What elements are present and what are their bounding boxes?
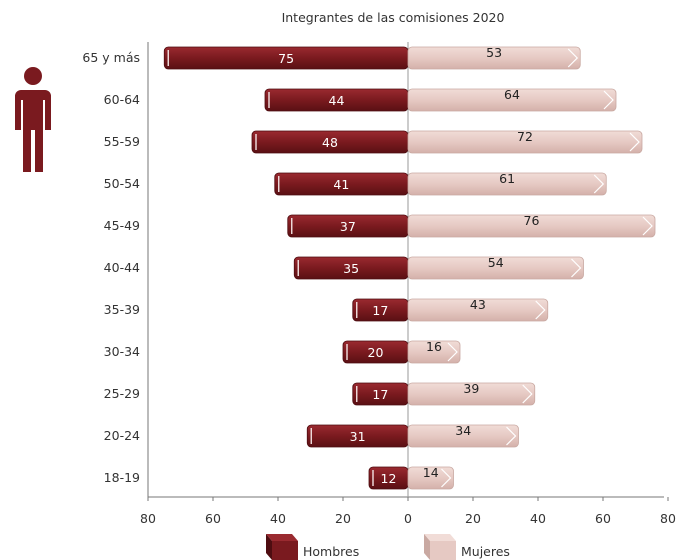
value-label-mujeres: 61 — [499, 171, 515, 186]
bar-mujeres-cap — [506, 426, 517, 446]
bar-mujeres-cap — [642, 216, 653, 236]
bar-mujeres — [407, 130, 643, 154]
value-label-mujeres: 34 — [455, 423, 471, 438]
x-tick-label: 60 — [595, 511, 611, 526]
value-label-mujeres: 14 — [423, 465, 439, 480]
value-label-hombres: 48 — [322, 135, 338, 150]
bar-mujeres — [407, 340, 461, 364]
value-label-mujeres: 43 — [470, 297, 486, 312]
legend-label-hombres: Hombres — [303, 544, 359, 559]
bar-mujeres-cap — [535, 300, 546, 320]
category-label: 65 y más — [82, 50, 140, 65]
bars-group: 75 53 44 64 48 72 41 61 37 76 35 54 17 43 20 16 17 39 31 34… — [163, 45, 656, 490]
bar-mujeres — [407, 172, 607, 196]
value-label-mujeres: 54 — [488, 255, 504, 270]
value-label-hombres: 37 — [340, 219, 356, 234]
category-label: 50-54 — [104, 176, 140, 191]
x-tick-label: 80 — [140, 511, 156, 526]
value-label-hombres: 35 — [343, 261, 359, 276]
value-label-hombres: 31 — [350, 429, 366, 444]
category-label: 45-49 — [104, 218, 140, 233]
category-label: 30-34 — [104, 344, 140, 359]
category-label: 55-59 — [104, 134, 140, 149]
bar-mujeres — [407, 214, 656, 238]
bar-mujeres-cap — [629, 132, 640, 152]
value-label-hombres: 17 — [372, 387, 388, 402]
value-label-mujeres: 39 — [463, 381, 479, 396]
category-labels: 65 y más 60-64 55-59 50-54 45-49 40-44 35-39 30… — [82, 50, 140, 485]
x-tick-label: 60 — [205, 511, 221, 526]
legend-swatch-mujeres — [424, 534, 456, 560]
x-tick-label: 20 — [335, 511, 351, 526]
bar-mujeres — [407, 46, 581, 70]
bar-mujeres — [407, 424, 519, 448]
value-label-mujeres: 53 — [486, 45, 502, 60]
x-tick-label: 40 — [270, 511, 286, 526]
value-label-hombres: 12 — [381, 471, 397, 486]
bar-mujeres — [407, 298, 549, 322]
bar-mujeres — [407, 382, 536, 406]
person-icon — [15, 67, 51, 172]
bar-mujeres-cap — [522, 384, 533, 404]
value-label-hombres: 75 — [278, 51, 294, 66]
category-label: 18-19 — [104, 470, 140, 485]
value-label-hombres: 44 — [329, 93, 345, 108]
chart-title: Integrantes de las comisiones 2020 — [282, 10, 505, 25]
bar-mujeres-cap — [603, 90, 614, 110]
value-label-hombres: 20 — [368, 345, 384, 360]
bar-mujeres — [407, 88, 617, 112]
category-label: 35-39 — [104, 302, 140, 317]
value-label-mujeres: 72 — [517, 129, 533, 144]
x-tick-labels: 80 60 40 20 0 20 40 60 80 — [140, 497, 676, 526]
category-label: 40-44 — [104, 260, 140, 275]
value-label-hombres: 17 — [372, 303, 388, 318]
bar-mujeres — [407, 256, 584, 280]
legend-label-mujeres: Mujeres — [461, 544, 510, 559]
value-label-mujeres: 64 — [504, 87, 520, 102]
bar-mujeres-cap — [571, 258, 582, 278]
x-tick-label: 80 — [660, 511, 676, 526]
x-tick-label: 20 — [465, 511, 481, 526]
category-label: 25-29 — [104, 386, 140, 401]
x-tick-label: 0 — [404, 511, 412, 526]
legend-swatch-hombres — [266, 534, 298, 560]
bar-mujeres-cap — [593, 174, 605, 194]
category-label: 60-64 — [104, 92, 140, 107]
x-tick-label: 40 — [530, 511, 546, 526]
bar-mujeres-cap — [447, 342, 458, 362]
bar-mujeres-cap — [567, 48, 579, 68]
legend: Hombres Mujeres — [266, 534, 510, 560]
value-label-mujeres: 76 — [524, 213, 540, 228]
value-label-mujeres: 16 — [426, 339, 442, 354]
category-label: 20-24 — [104, 428, 140, 443]
value-label-hombres: 41 — [333, 177, 349, 192]
bar-mujeres-cap — [441, 468, 452, 488]
bar-mujeres — [407, 466, 454, 490]
